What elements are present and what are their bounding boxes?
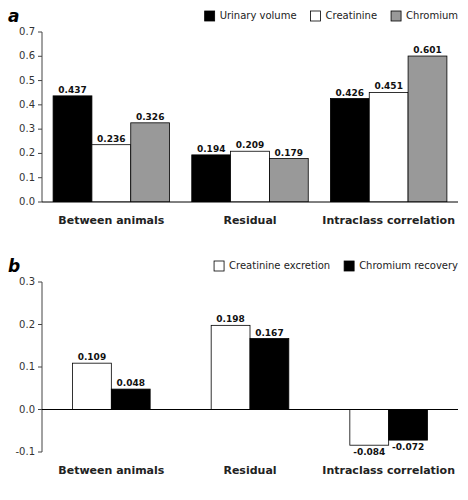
legend-label: Chromium [406, 10, 458, 21]
bars [53, 56, 447, 202]
data-label: 0.326 [136, 112, 164, 122]
legend: Creatinine excretion Chromium recovery [214, 260, 458, 271]
data-labels: 0.437 0.194 0.426 0.236 0.209 0.451 0.326 0.179… [58, 45, 441, 157]
y-tick [38, 282, 42, 283]
bar [408, 56, 447, 202]
y-tick [38, 177, 42, 178]
data-label: 0.451 [374, 81, 402, 91]
data-label: 0.198 [216, 314, 244, 324]
zero-line [42, 409, 458, 410]
data-label: 0.109 [78, 352, 106, 362]
legend-label: Chromium recovery [359, 260, 458, 271]
y-tick-label: 0.2 [19, 147, 35, 158]
x-tick-label: Residual [223, 464, 276, 477]
legend-swatch [344, 261, 354, 271]
data-label: 0.236 [97, 134, 125, 144]
x-tick-label: Between animals [58, 464, 165, 477]
y-axis [42, 32, 43, 202]
y-tick [38, 324, 42, 325]
legend-label: Urinary volume [220, 10, 297, 21]
data-label: 0.601 [413, 45, 441, 55]
bar [250, 339, 289, 410]
y-tick [38, 129, 42, 130]
bar [389, 410, 428, 441]
y-tick-label: 0.3 [19, 123, 35, 134]
legend-swatch [391, 11, 401, 21]
bar [131, 123, 170, 202]
y-tick-label: 0.4 [19, 99, 35, 110]
y-tick [38, 56, 42, 57]
y-tick [38, 153, 42, 154]
y-tick [38, 32, 42, 33]
x-tick-label: Intraclass correlation [322, 464, 455, 477]
data-label: 0.048 [117, 378, 145, 388]
y-tick-label: 0.0 [19, 196, 35, 207]
panel: 0.00.10.20.30.40.50.60.70.4370.1940.4260… [8, 6, 458, 227]
legend-label: Creatinine excretion [229, 260, 330, 271]
data-label: -0.084 [353, 447, 385, 457]
legend-swatch [205, 11, 215, 21]
y-tick-label: 0.1 [19, 172, 35, 183]
bar [92, 145, 131, 202]
y-tick-label: 0.3 [19, 276, 35, 287]
y-tick-label: 0.0 [19, 404, 35, 415]
y-axis [42, 282, 43, 452]
zero-line [42, 202, 458, 203]
data-label: -0.072 [392, 442, 424, 452]
y-tick [38, 202, 42, 203]
legend-item: Chromium [391, 10, 458, 21]
data-label: 0.426 [336, 88, 364, 98]
x-tick-label: Intraclass correlation [322, 214, 455, 227]
data-labels: 0.109 0.198 -0.084 0.048 0.167 -0.072 [78, 314, 424, 456]
y-tick-label: -0.1 [15, 446, 35, 457]
x-tick-label: Residual [223, 214, 276, 227]
bar [111, 389, 150, 409]
data-label: 0.179 [275, 148, 303, 158]
data-label: 0.194 [197, 144, 225, 154]
bar [369, 92, 408, 202]
bar [269, 159, 308, 202]
legend-swatch [311, 11, 321, 21]
panel-label: a [8, 6, 19, 26]
y-tick [38, 452, 42, 453]
legend-item: Creatinine [311, 10, 377, 21]
legend-item: Chromium recovery [344, 260, 458, 271]
y-tick [38, 367, 42, 368]
legend-item: Creatinine excretion [214, 260, 330, 271]
y-tick [38, 409, 42, 410]
bar [330, 99, 369, 202]
bar [73, 363, 112, 409]
data-label: 0.209 [236, 140, 264, 150]
y-tick-label: 0.1 [19, 361, 35, 372]
x-tick-label: Between animals [58, 214, 165, 227]
y-tick-label: 0.7 [19, 26, 35, 37]
legend-swatch [214, 261, 224, 271]
y-tick-label: 0.2 [19, 319, 35, 330]
y-tick [38, 80, 42, 81]
y-tick-label: 0.6 [19, 50, 35, 61]
data-label: 0.167 [255, 328, 283, 338]
data-label: 0.437 [58, 85, 86, 95]
panel: -0.10.00.10.20.30.1090.198-0.0840.0480.1… [8, 256, 458, 477]
legend: Urinary volume Creatinine Chromium [205, 10, 458, 21]
bar [53, 96, 92, 202]
bar [350, 410, 389, 446]
bar [231, 151, 270, 202]
bar [192, 155, 231, 202]
legend-item: Urinary volume [205, 10, 297, 21]
y-tick [38, 104, 42, 105]
figure: 0.00.10.20.30.40.50.60.70.4370.1940.4260… [0, 0, 468, 500]
y-tick-label: 0.5 [19, 75, 35, 86]
legend-label: Creatinine [326, 10, 377, 21]
bar [211, 325, 250, 409]
bars [73, 325, 428, 445]
panel-label: b [8, 256, 20, 276]
